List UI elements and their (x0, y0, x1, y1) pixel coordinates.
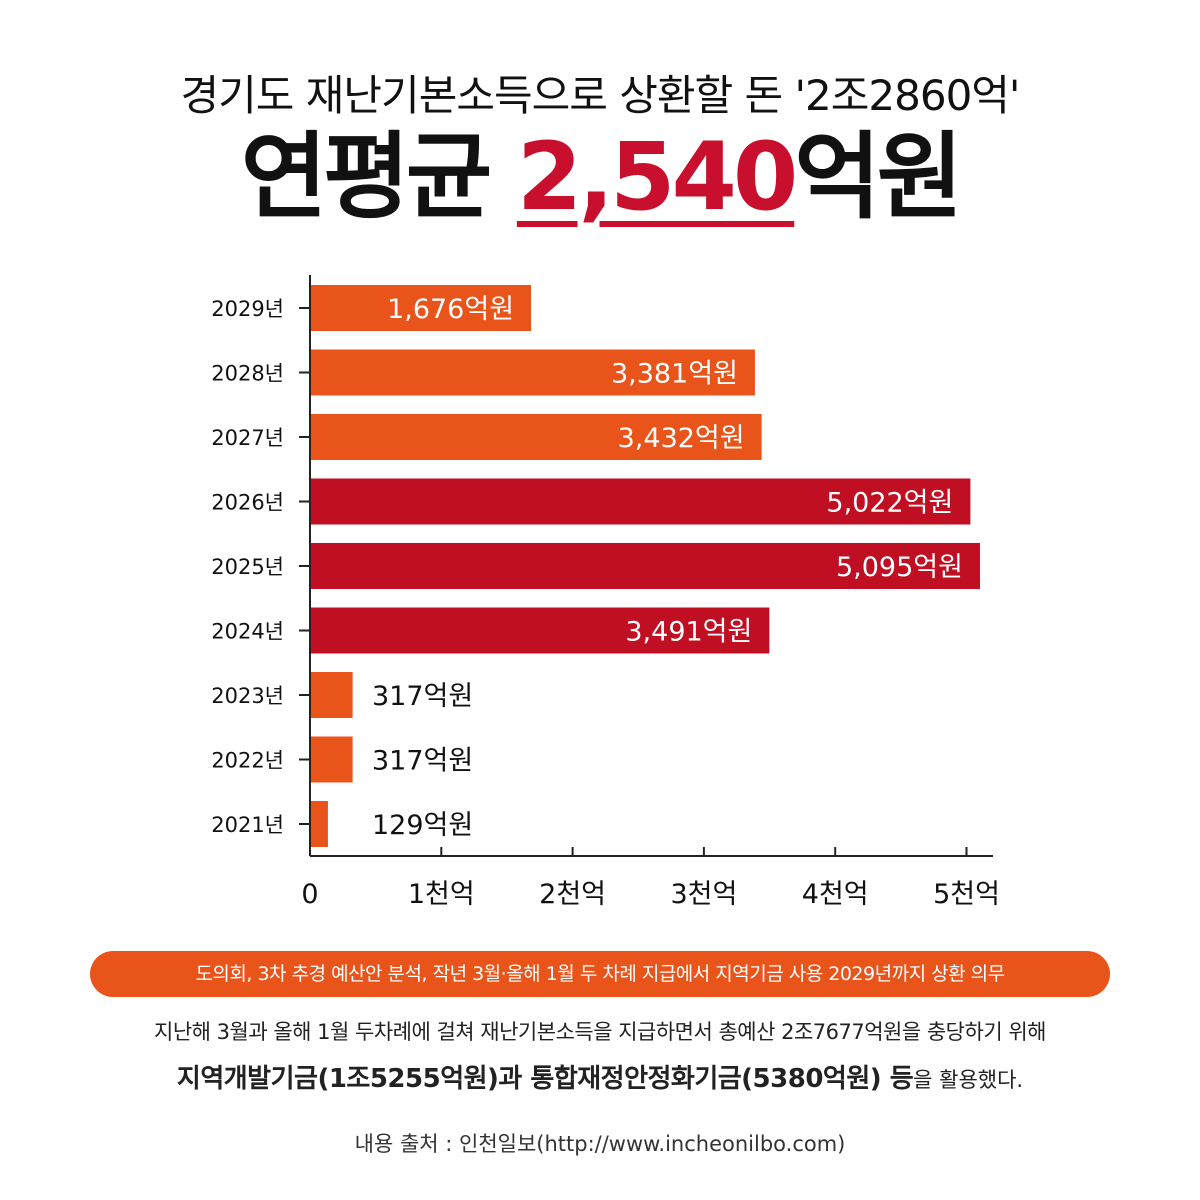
description-line-2: 지역개발기금(1조5255억원)과 통합재정안정화기금(5380억원) 등을 활… (0, 1058, 1200, 1095)
bar-value-label: 317억원 (372, 746, 473, 777)
bar (311, 349, 755, 396)
bar-value-label: 3,491억원 (625, 617, 752, 648)
x-tick-label: 1천억 (408, 879, 475, 910)
headline-number: 2,540 (516, 123, 798, 232)
y-tick-label: 2022년 (211, 749, 284, 773)
x-tick-label: 4천억 (802, 879, 869, 910)
bar (311, 607, 770, 654)
bar-value-label: 1,676억원 (387, 294, 514, 325)
x-tick-label: 5천억 (933, 879, 1000, 910)
y-tick-label: 2021년 (211, 813, 284, 837)
bar-chart: 0 1천억 2천억 3천억 4천억 5천억 2029년 1,676억원 2028년 3,381억원… (211, 275, 1000, 910)
bar-value-label: 5,022억원 (826, 488, 953, 519)
headline-prefix: 연평균 (240, 123, 517, 232)
bar-value-label: 3,432억원 (618, 423, 745, 454)
subtitle: 경기도 재난기본소득으로 상환할 돈 '2조2860억' (180, 71, 1021, 120)
bar (311, 478, 971, 525)
description-bold-text: 지역개발기금(1조5255억원)과 통합재정안정화기금(5380억원) 등 (176, 1064, 914, 1094)
bar (311, 285, 532, 331)
source-credit: 내용 출처 : 인천일보(http://www.incheonilbo.com) (354, 1132, 846, 1156)
bar (311, 801, 328, 847)
bar (311, 543, 980, 589)
headline-suffix: 억원 (794, 123, 963, 232)
bar-value-label: 317억원 (372, 681, 473, 712)
description-rest-text: 을 활용했다. (913, 1068, 1024, 1092)
y-tick-label: 2025년 (211, 555, 284, 579)
y-tick-label: 2028년 (211, 362, 284, 386)
description-line-1: 지난해 3월과 올해 1월 두차례에 걸쳐 재난기본소득을 지급하면서 총예산 … (154, 1020, 1046, 1044)
y-tick-label: 2023년 (211, 684, 284, 708)
bar (311, 672, 353, 718)
bar-value-label: 3,381억원 (611, 359, 738, 390)
x-tick-label: 2천억 (539, 879, 606, 910)
y-tick-label: 2026년 (211, 491, 284, 515)
bar-value-label: 5,095억원 (836, 552, 963, 583)
x-tick-label: 3천억 (670, 879, 737, 910)
x-tick-label: 0 (301, 879, 318, 910)
headline: 연평균 2,540억원 (0, 126, 1200, 229)
y-tick-label: 2027년 (211, 426, 284, 450)
bar (311, 414, 762, 460)
y-tick-label: 2024년 (211, 620, 284, 644)
summary-banner: 도의회, 3차 추경 예산안 분석, 작년 3월·올해 1월 두 차례 지급에서… (90, 951, 1110, 997)
y-tick-label: 2029년 (211, 297, 284, 321)
bar-value-label: 129억원 (372, 810, 473, 841)
bar (311, 736, 353, 783)
